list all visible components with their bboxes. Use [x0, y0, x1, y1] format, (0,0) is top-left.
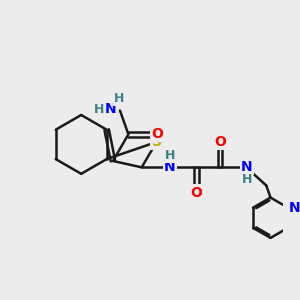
Text: N: N: [241, 160, 253, 174]
Text: N: N: [105, 102, 117, 116]
Text: H: H: [94, 103, 104, 116]
Text: H: H: [114, 92, 124, 105]
Text: S: S: [152, 135, 162, 149]
Text: N: N: [164, 160, 176, 174]
Text: O: O: [190, 185, 202, 200]
Text: O: O: [214, 135, 226, 149]
Text: H: H: [164, 149, 175, 162]
Text: N: N: [288, 201, 300, 215]
Text: O: O: [151, 127, 163, 141]
Text: H: H: [242, 172, 252, 186]
